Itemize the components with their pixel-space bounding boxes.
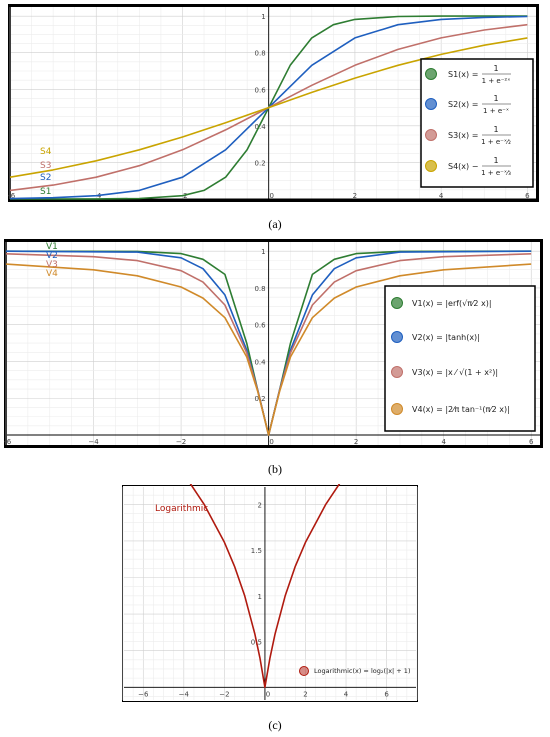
legend-numerator: 1 bbox=[493, 94, 498, 103]
legend-denominator: 1 + e⁻ˣ bbox=[483, 107, 509, 115]
legend-swatch-v4 bbox=[391, 403, 403, 415]
series-line-logarithmic bbox=[189, 482, 341, 689]
x-tick-label: 4 bbox=[344, 690, 349, 698]
chart-c: −6 −4 −2 0 2 4 60.511.52LogarithmicLogarithmic… bbox=[122, 482, 418, 702]
y-tick-label: 0.8 bbox=[255, 50, 266, 58]
x-tick-label: −6 bbox=[8, 192, 16, 200]
x-tick-label: −4 bbox=[88, 438, 99, 446]
curve-label-logarithmic: Logarithmic bbox=[155, 504, 208, 514]
x-tick-label: 0 bbox=[269, 192, 273, 200]
caption-c: (c) bbox=[268, 718, 282, 732]
legend-swatch-s1 bbox=[425, 68, 437, 80]
legend: Logarithmic(x) = log₂(|x| + 1) bbox=[299, 666, 410, 676]
y-tick-label: 1 bbox=[257, 593, 261, 601]
caption-b: (b) bbox=[268, 462, 282, 476]
legend-box bbox=[420, 58, 534, 188]
series-line-v4 bbox=[5, 263, 532, 436]
legend-swatch-s4 bbox=[425, 160, 437, 172]
legend-swatch-v2 bbox=[391, 331, 403, 343]
x-tick-label: −2 bbox=[219, 690, 229, 698]
legend-formula: V2(x) = |tanh(x)| bbox=[412, 333, 480, 342]
curve-label-v1: V1 bbox=[46, 242, 58, 252]
y-tick-label: 2 bbox=[257, 501, 261, 509]
legend-formula: V1(x) = |erf(√π⁄2 x)| bbox=[412, 299, 492, 308]
y-tick-label: 0.6 bbox=[254, 322, 266, 330]
y-tick-label: 1 bbox=[261, 248, 265, 256]
x-tick-label: 4 bbox=[439, 192, 444, 200]
x-tick-label: −2 bbox=[176, 438, 186, 446]
curve-label-v3: V3 bbox=[46, 260, 58, 270]
x-tick-label: 6 bbox=[525, 192, 530, 200]
x-tick-label: −4 bbox=[179, 690, 190, 698]
legend: V1(x) = |erf(√π⁄2 x)| V2(x) = |tanh(x)| V3… bbox=[384, 285, 536, 432]
chart-frame bbox=[122, 485, 418, 702]
legend-formula: Logarithmic(x) = log₂(|x| + 1) bbox=[314, 667, 410, 675]
y-tick-label: 0.4 bbox=[254, 358, 266, 366]
y-tick-label: 0.4 bbox=[255, 123, 267, 131]
legend-label: S4(x) − bbox=[448, 162, 478, 171]
legend-denominator: 1 + e⁻ˣ⁄₃ bbox=[481, 169, 511, 177]
legend-label: S2(x) = bbox=[448, 100, 478, 109]
curve-label-v4: V4 bbox=[46, 269, 58, 279]
caption-a: (a) bbox=[268, 217, 282, 231]
y-tick-label: 1 bbox=[261, 13, 265, 21]
x-tick-label: 4 bbox=[441, 438, 446, 446]
series-line-s4 bbox=[9, 37, 528, 178]
legend-box bbox=[384, 285, 536, 432]
legend-denominator: 1 + e⁻ˣ⁄₂ bbox=[481, 138, 511, 146]
legend: S1(x) = 1 1 + e⁻²ˣ S2(x) = 1 1 + e⁻ˣ S3(x) = 1 1… bbox=[420, 58, 534, 188]
legend-numerator: 1 bbox=[493, 156, 498, 165]
legend-formula: V3(x) = |x ⁄ √(1 + x²)| bbox=[412, 368, 498, 377]
legend-numerator: 1 bbox=[493, 64, 498, 73]
legend-denominator: 1 + e⁻²ˣ bbox=[482, 77, 511, 85]
curve-label-s1: S1 bbox=[40, 187, 51, 197]
legend-label: S1(x) = bbox=[448, 70, 478, 79]
curve-label-s3: S3 bbox=[40, 161, 51, 171]
x-tick-label: 2 bbox=[353, 192, 357, 200]
x-tick-label: 0 bbox=[269, 438, 273, 446]
x-tick-label: 0 bbox=[266, 690, 270, 698]
x-tick-label: −6 bbox=[138, 690, 149, 698]
x-tick-label: 2 bbox=[354, 438, 358, 446]
y-tick-label: 0.6 bbox=[255, 86, 267, 94]
curve-label-v2: V2 bbox=[46, 251, 58, 261]
x-tick-label: 2 bbox=[303, 690, 307, 698]
legend-numerator: 1 bbox=[493, 125, 498, 134]
legend-label: S3(x) = bbox=[448, 131, 478, 140]
curve-label-s2: S2 bbox=[40, 173, 51, 183]
curve-label-s4: S4 bbox=[40, 147, 52, 157]
legend-swatch-v3 bbox=[391, 366, 403, 378]
legend-swatch-s3 bbox=[425, 129, 437, 141]
legend-swatch-v1 bbox=[391, 297, 403, 309]
x-tick-label: 6 bbox=[529, 438, 534, 446]
chart-c-frame: −6 −4 −2 0 2 4 6 0.5 1 1.5 2 Logarithmic Logarithmic… bbox=[121, 482, 419, 703]
y-tick-label: 0.2 bbox=[255, 159, 266, 167]
legend-swatch-s2 bbox=[425, 98, 437, 110]
x-tick-label: −6 bbox=[4, 438, 12, 446]
grid bbox=[122, 487, 418, 700]
x-tick-label: 6 bbox=[384, 690, 389, 698]
legend-swatch-logarithmic bbox=[299, 666, 309, 676]
y-tick-label: 1.5 bbox=[251, 547, 262, 555]
y-tick-label: 0.8 bbox=[254, 285, 265, 293]
legend-formula: V4(x) = |2⁄π tan⁻¹(π⁄2 x)| bbox=[412, 405, 510, 414]
grid bbox=[9, 7, 536, 200]
